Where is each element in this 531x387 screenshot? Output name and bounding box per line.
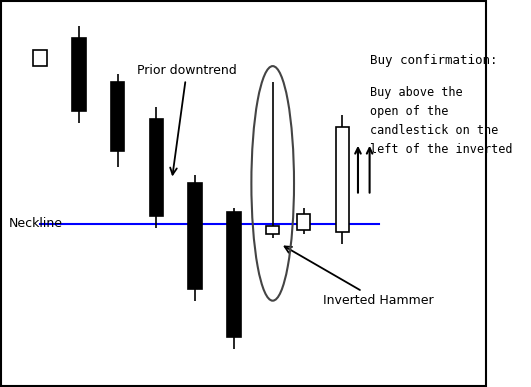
Text: Buy confirmation:: Buy confirmation: xyxy=(370,54,497,67)
Text: Prior downtrend: Prior downtrend xyxy=(137,63,237,175)
Bar xyxy=(227,212,241,337)
Bar xyxy=(111,82,124,151)
Text: Neckline: Neckline xyxy=(9,217,63,230)
Text: Inverted Hammer: Inverted Hammer xyxy=(285,247,434,307)
Text: Buy above the
open of the
candlestick on the
left of the inverted: Buy above the open of the candlestick on… xyxy=(370,86,512,156)
Bar xyxy=(189,183,202,289)
Bar xyxy=(336,127,349,232)
Bar xyxy=(266,226,279,234)
Bar xyxy=(33,50,47,66)
Bar xyxy=(72,38,85,111)
Bar xyxy=(150,119,163,216)
Bar xyxy=(297,214,311,230)
